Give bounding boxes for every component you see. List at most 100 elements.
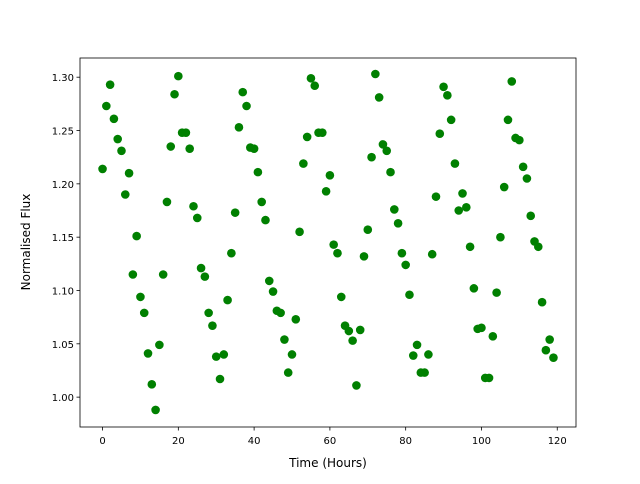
point	[533, 242, 543, 252]
point	[427, 249, 437, 259]
point	[98, 164, 107, 174]
point	[189, 201, 198, 211]
point	[139, 308, 149, 318]
y-tick-label: 1.25	[52, 127, 74, 138]
point	[408, 351, 418, 360]
point	[507, 77, 517, 86]
point	[147, 380, 157, 389]
point	[355, 325, 365, 335]
point	[105, 80, 115, 89]
point	[336, 292, 346, 302]
point	[276, 308, 285, 318]
point	[155, 340, 164, 350]
point	[295, 227, 304, 237]
point	[264, 276, 274, 286]
y-tick-label: 1.05	[52, 340, 74, 351]
point	[219, 350, 229, 359]
point	[128, 270, 138, 279]
point	[412, 340, 422, 350]
point	[446, 115, 456, 125]
x-tick-label: 120	[548, 436, 567, 447]
point	[488, 332, 498, 341]
point	[450, 159, 460, 168]
point	[484, 373, 494, 383]
point	[420, 368, 429, 377]
point	[439, 82, 448, 92]
point	[469, 284, 479, 293]
x-tick-label: 0	[99, 436, 105, 447]
point	[287, 350, 297, 359]
point	[526, 211, 536, 221]
point	[283, 368, 293, 377]
point	[325, 171, 335, 180]
x-tick-label: 40	[248, 436, 261, 447]
point	[113, 134, 123, 144]
point	[359, 252, 369, 261]
point	[102, 101, 111, 111]
point	[492, 288, 501, 297]
point	[291, 314, 301, 324]
point	[268, 287, 278, 296]
point	[405, 290, 414, 300]
point	[166, 142, 176, 151]
x-tick-label: 100	[472, 436, 491, 447]
x-tick-label: 20	[172, 436, 185, 447]
point	[120, 190, 130, 199]
point	[242, 101, 251, 111]
point	[321, 187, 331, 196]
point	[363, 225, 373, 235]
point	[431, 192, 441, 201]
point	[211, 352, 221, 361]
point	[310, 81, 320, 91]
point	[249, 144, 259, 153]
point	[367, 152, 376, 162]
point	[443, 91, 452, 100]
y-tick-label: 1.20	[52, 180, 74, 191]
y-tick-label: 1.30	[52, 73, 74, 84]
point	[238, 87, 248, 97]
point	[151, 405, 160, 415]
point	[170, 89, 179, 99]
point	[390, 205, 399, 214]
point	[344, 326, 354, 336]
point	[143, 349, 153, 358]
point	[462, 203, 471, 212]
point	[465, 242, 475, 252]
point	[374, 93, 384, 102]
point	[329, 240, 338, 249]
point	[253, 167, 263, 177]
point	[261, 215, 270, 225]
point	[537, 297, 547, 307]
point	[200, 272, 210, 281]
point	[371, 69, 380, 79]
point	[192, 213, 202, 223]
point	[424, 350, 433, 359]
point	[499, 182, 509, 192]
point	[378, 140, 388, 149]
point	[162, 197, 172, 207]
point	[393, 219, 403, 228]
point	[230, 208, 240, 217]
point	[306, 73, 316, 83]
point	[181, 128, 191, 137]
point	[223, 295, 232, 305]
point	[109, 114, 119, 124]
point	[132, 231, 141, 241]
point	[549, 353, 558, 362]
point	[454, 206, 464, 215]
point	[234, 123, 244, 132]
point	[215, 374, 225, 384]
x-tick-label: 80	[399, 436, 412, 447]
point	[299, 159, 308, 168]
point	[174, 71, 183, 81]
point	[302, 132, 312, 142]
y-tick-label: 1.00	[52, 393, 74, 404]
y-tick-label: 1.15	[52, 233, 74, 244]
plot-frame	[79, 57, 577, 428]
point	[185, 144, 194, 153]
point	[503, 115, 513, 125]
y-tick-label: 1.10	[52, 286, 74, 297]
point	[515, 135, 524, 145]
point	[227, 248, 236, 258]
